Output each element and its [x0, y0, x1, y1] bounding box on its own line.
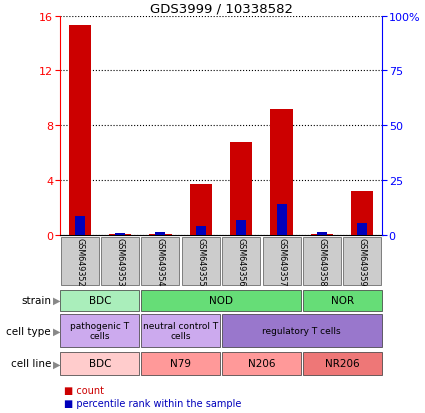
Bar [303, 352, 382, 375]
Bar [317, 233, 327, 235]
Bar [149, 234, 172, 235]
Text: regulatory T cells: regulatory T cells [262, 326, 341, 335]
Bar [357, 223, 367, 235]
Bar [277, 205, 286, 235]
Text: ▶: ▶ [53, 326, 60, 336]
Text: pathogenic T
cells: pathogenic T cells [70, 321, 130, 340]
Bar [230, 142, 252, 235]
Bar [141, 290, 301, 311]
Bar [222, 352, 301, 375]
Bar [351, 192, 374, 235]
Text: N206: N206 [248, 358, 275, 368]
Text: GSM649356: GSM649356 [237, 237, 246, 285]
Text: GSM649354: GSM649354 [156, 237, 165, 285]
Text: GSM649358: GSM649358 [317, 237, 326, 285]
Bar [236, 220, 246, 235]
Text: ▶: ▶ [53, 358, 60, 368]
Text: GSM649357: GSM649357 [277, 237, 286, 285]
Text: BDC: BDC [89, 295, 111, 306]
Text: strain: strain [21, 295, 51, 306]
Text: ■ count: ■ count [64, 385, 104, 395]
Text: GSM649359: GSM649359 [358, 237, 367, 285]
Text: neutral control T
cells: neutral control T cells [143, 321, 218, 340]
Bar [222, 237, 260, 285]
Text: NOD: NOD [209, 295, 233, 306]
Bar [60, 290, 139, 311]
Bar [222, 314, 382, 347]
Bar [141, 314, 220, 347]
Text: BDC: BDC [89, 358, 111, 368]
Bar [115, 233, 125, 235]
Bar [311, 234, 333, 235]
Bar [190, 185, 212, 235]
Bar [61, 237, 99, 285]
Bar [182, 237, 220, 285]
Bar [343, 237, 381, 285]
Text: ▶: ▶ [53, 295, 60, 306]
Text: cell type: cell type [6, 326, 51, 336]
Bar [303, 290, 382, 311]
Bar [156, 233, 165, 235]
Bar [109, 234, 131, 235]
Bar [142, 237, 179, 285]
Text: GSM649355: GSM649355 [196, 237, 205, 285]
Text: NOR: NOR [331, 295, 354, 306]
Bar [75, 217, 85, 235]
Text: N79: N79 [170, 358, 191, 368]
Bar [60, 352, 139, 375]
Bar [141, 352, 220, 375]
Title: GDS3999 / 10338582: GDS3999 / 10338582 [150, 2, 292, 15]
Text: cell line: cell line [11, 358, 51, 368]
Text: NR206: NR206 [325, 358, 360, 368]
Bar [101, 237, 139, 285]
Bar [196, 227, 206, 235]
Text: GSM649353: GSM649353 [116, 237, 125, 285]
Text: GSM649352: GSM649352 [75, 237, 84, 285]
Bar [263, 237, 300, 285]
Bar [270, 109, 293, 235]
Text: ■ percentile rank within the sample: ■ percentile rank within the sample [64, 398, 241, 408]
Bar [68, 26, 91, 235]
Bar [60, 314, 139, 347]
Bar [303, 237, 341, 285]
